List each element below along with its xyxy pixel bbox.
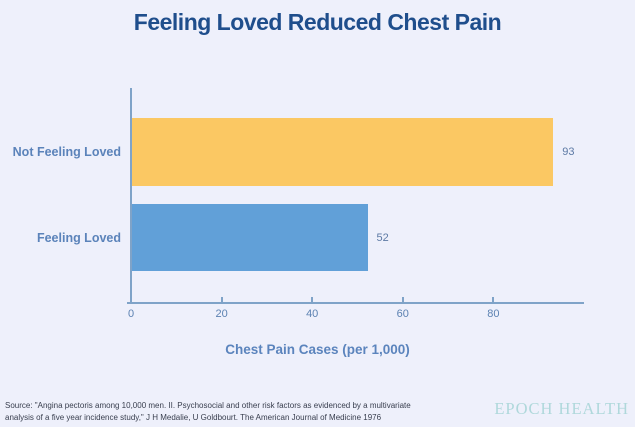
epoch-health-logo: EPOCH HEALTH: [494, 399, 629, 418]
x-axis-title: Chest Pain Cases (per 1,000): [225, 342, 410, 357]
value-label: 52: [376, 231, 389, 244]
x-axis-tick: [311, 297, 314, 302]
y-axis-line: [130, 88, 132, 304]
x-axis-tick: [401, 297, 404, 302]
x-axis-tick: [492, 297, 495, 302]
x-axis-tick-label: 60: [396, 308, 409, 320]
x-axis-tick-label: 0: [127, 308, 135, 320]
x-axis-tick-label: 40: [306, 308, 319, 320]
x-axis-tick-label: 80: [487, 308, 500, 320]
bar-not-feeling-loved: [132, 118, 554, 186]
source-citation: Source: "Angina pectoris among 10,000 me…: [5, 400, 475, 423]
category-label: Feeling Loved: [36, 230, 121, 245]
x-axis-tick: [220, 297, 223, 302]
source-line-1: Source: "Angina pectoris among 10,000 me…: [5, 401, 411, 410]
source-line-2: analysis of a five year incidence study,…: [5, 412, 382, 422]
value-label: 93: [562, 146, 575, 158]
category-label: Not Feeling Loved: [12, 145, 121, 159]
x-axis-line: [127, 302, 584, 304]
chart-title: Feeling Loved Reduced Chest Pain: [133, 9, 502, 35]
x-axis-tick-label: 20: [215, 308, 228, 320]
bar-feeling-loved: [132, 204, 368, 271]
